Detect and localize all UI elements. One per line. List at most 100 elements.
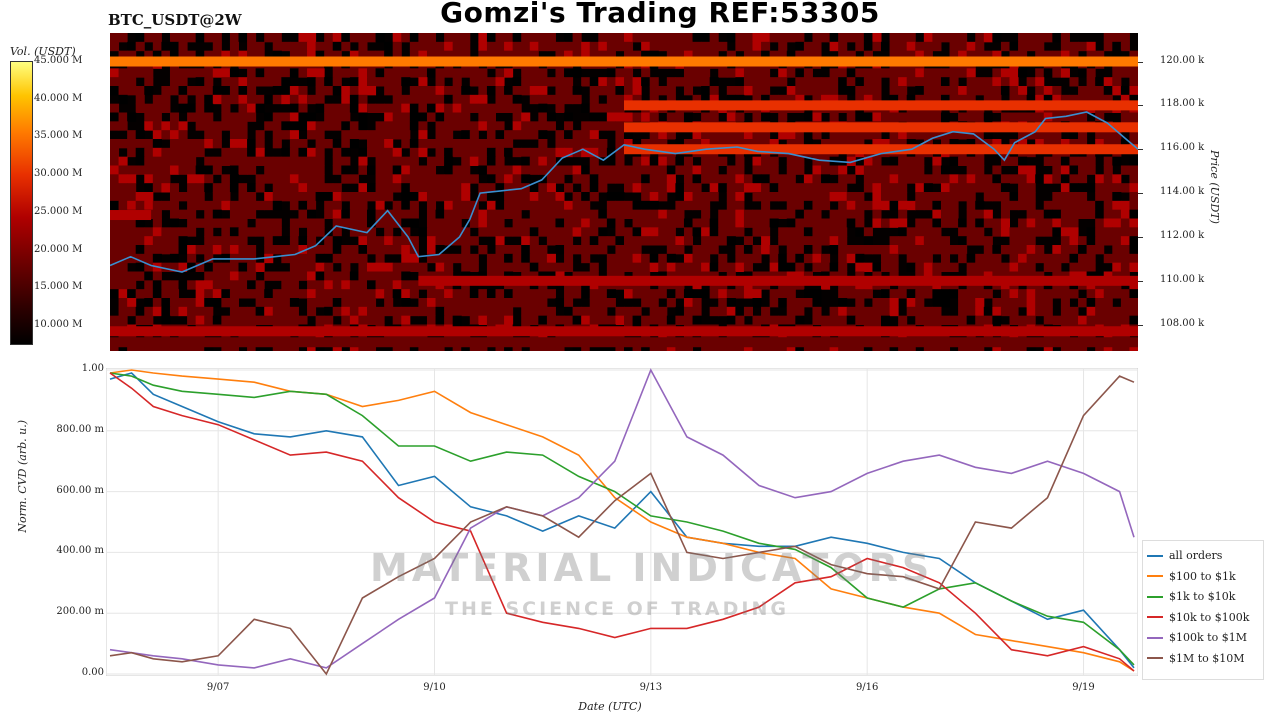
heatmap-cell (692, 41, 702, 52)
heatmap-cell (444, 253, 454, 264)
heatmap-cell (1069, 156, 1079, 166)
heatmap-cell (863, 289, 873, 299)
heatmap-cell (264, 112, 274, 122)
liquidity-band (624, 144, 1138, 155)
heatmap-cell (204, 306, 214, 317)
heatmap-cell (529, 50, 539, 60)
heatmap-cell (1035, 130, 1045, 140)
heatmap-cell (932, 112, 942, 122)
heatmap-cell (358, 121, 368, 131)
heatmap-cell (726, 262, 736, 272)
heatmap-cell (281, 94, 291, 105)
heatmap-cell (461, 103, 471, 113)
heatmap-cell (589, 103, 599, 113)
heatmap-cell (958, 86, 968, 96)
heatmap-cell (1026, 183, 1036, 193)
heatmap-cell (169, 192, 180, 202)
heatmap-cell (195, 298, 205, 308)
heatmap-cell (247, 147, 257, 158)
heatmap-cell (1018, 165, 1028, 175)
heatmap-cell (846, 33, 856, 43)
heatmap-cell (1035, 298, 1045, 308)
heatmap-cell (1112, 218, 1122, 228)
liquidity-heatmap[interactable] (109, 33, 1139, 352)
heatmap-cell (598, 174, 608, 184)
heatmap-cell (332, 271, 342, 281)
heatmap-cell (212, 262, 222, 272)
heatmap-cell (975, 112, 985, 122)
heatmap-cell (289, 50, 299, 60)
heatmap-cell (863, 183, 873, 193)
heatmap-cell (452, 112, 462, 122)
heatmap-cell (187, 165, 197, 175)
heatmap-cell (238, 103, 248, 113)
heatmap-cell (238, 130, 248, 140)
heatmap-cell (795, 245, 805, 255)
heatmap-cell (855, 192, 865, 202)
heatmap-cell (812, 77, 822, 87)
heatmap-cell (298, 245, 308, 255)
heatmap-cell (204, 130, 214, 140)
heatmap-cell (135, 245, 145, 255)
heatmap-cell (435, 218, 445, 228)
heatmap-cell (426, 50, 437, 60)
heatmap-cell (221, 94, 231, 105)
heatmap-cell (1069, 174, 1079, 184)
heatmap-cell (726, 50, 736, 60)
heatmap-cell (709, 112, 719, 122)
heatmap-cell (1043, 218, 1053, 228)
heatmap-cell (324, 315, 334, 325)
heatmap-cell (144, 315, 154, 325)
heatmap-cell (769, 253, 779, 264)
price-tick-mark (1138, 61, 1143, 63)
heatmap-cell (127, 183, 137, 193)
heatmap-cell (546, 262, 556, 272)
heatmap-cell (384, 209, 394, 219)
heatmap-cell (863, 165, 873, 175)
heatmap-cell (1078, 112, 1088, 122)
heatmap-cell (169, 218, 180, 228)
heatmap-cell (803, 183, 813, 193)
heatmap-cell (1112, 77, 1122, 87)
heatmap-cell (855, 200, 865, 211)
heatmap-cell (1052, 262, 1062, 272)
heatmap-cell (135, 192, 145, 202)
cvd-plot[interactable] (106, 368, 1138, 676)
heatmap-cell (272, 41, 282, 52)
heatmap-cell (1078, 253, 1088, 264)
heatmap-cell (238, 50, 248, 60)
heatmap-cell (384, 156, 394, 166)
heatmap-cell (632, 112, 642, 122)
heatmap-cell (829, 315, 839, 325)
heatmap-cell (521, 218, 531, 228)
heatmap-cell (1120, 94, 1130, 105)
heatmap-cell (589, 218, 599, 228)
heatmap-cell (572, 289, 582, 299)
heatmap-cell (478, 192, 488, 202)
heatmap-cell (992, 139, 1002, 149)
heatmap-cell (752, 86, 762, 96)
heatmap-cell (444, 156, 454, 166)
heatmap-cell (212, 50, 222, 60)
heatmap-cell (615, 174, 625, 184)
liquidity-band (110, 56, 1138, 67)
price-line (109, 111, 1139, 273)
heatmap-cell (546, 227, 556, 237)
heatmap-cell (581, 192, 591, 202)
heatmap-cell (812, 156, 822, 166)
heatmap-cell (495, 209, 505, 219)
heatmap-cell (229, 280, 239, 290)
heatmap-cell (229, 147, 239, 158)
heatmap-cell (135, 200, 145, 211)
heatmap-cell (221, 271, 231, 281)
heatmap-cell (649, 139, 659, 149)
price-tick-mark (1138, 280, 1143, 282)
heatmap-cell (281, 183, 291, 193)
heatmap-cell (144, 289, 154, 299)
heatmap-cell (778, 209, 788, 219)
heatmap-cell (298, 121, 308, 131)
heatmap-cell (392, 86, 402, 96)
heatmap-cell (581, 200, 591, 211)
heatmap-cell (195, 280, 205, 290)
heatmap-cell (1069, 236, 1079, 246)
